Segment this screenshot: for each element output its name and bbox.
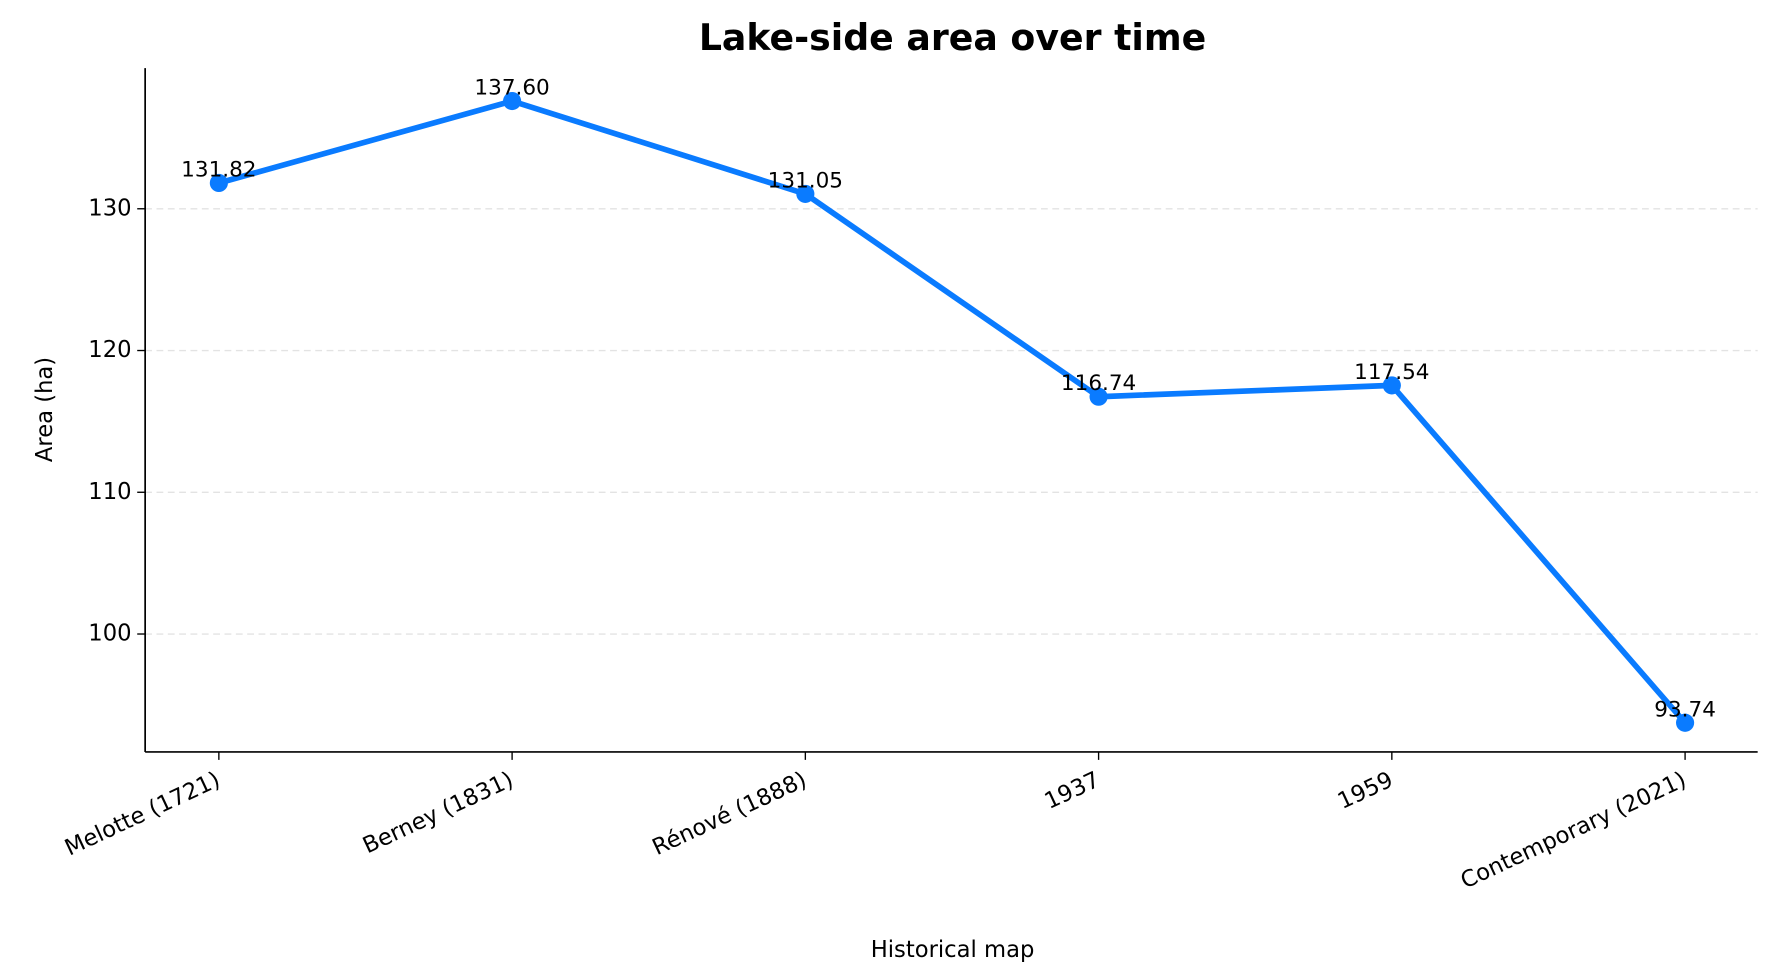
- x-tick-label: Melotte (1721): [61, 767, 224, 862]
- point: [796, 184, 815, 203]
- point: [503, 91, 522, 111]
- point: [1676, 713, 1695, 732]
- line: [218, 98, 1688, 725]
- x-tick-label: Berney (1831): [359, 767, 517, 859]
- x-tick-label: Contemporary (2021): [1457, 767, 1691, 894]
- value-label: 117.54: [1354, 360, 1429, 385]
- value-label: 93.74: [1654, 697, 1716, 722]
- value-label: 137.60: [474, 76, 549, 101]
- value-label: 131.05: [768, 168, 843, 193]
- value-label: 131.82: [181, 158, 256, 183]
- x-axis-label: Historical map: [871, 937, 1035, 963]
- y-tick-label: 120: [88, 337, 131, 363]
- y-axis-label: Area (ha): [32, 357, 58, 462]
- chart-title: Lake-side area over time: [699, 16, 1206, 59]
- point: [1382, 376, 1401, 395]
- x-tick-label: Rénové (1888): [648, 767, 810, 861]
- x-tick-label: 1959: [1334, 767, 1397, 815]
- y-tick-label: 110: [88, 479, 131, 505]
- value-label: 116.74: [1061, 371, 1136, 396]
- y-tick-label: 130: [88, 195, 131, 221]
- point: [1089, 387, 1108, 406]
- x-tick-label: 1937: [1041, 767, 1104, 815]
- point: [209, 173, 228, 193]
- y-tick-label: 100: [88, 621, 131, 647]
